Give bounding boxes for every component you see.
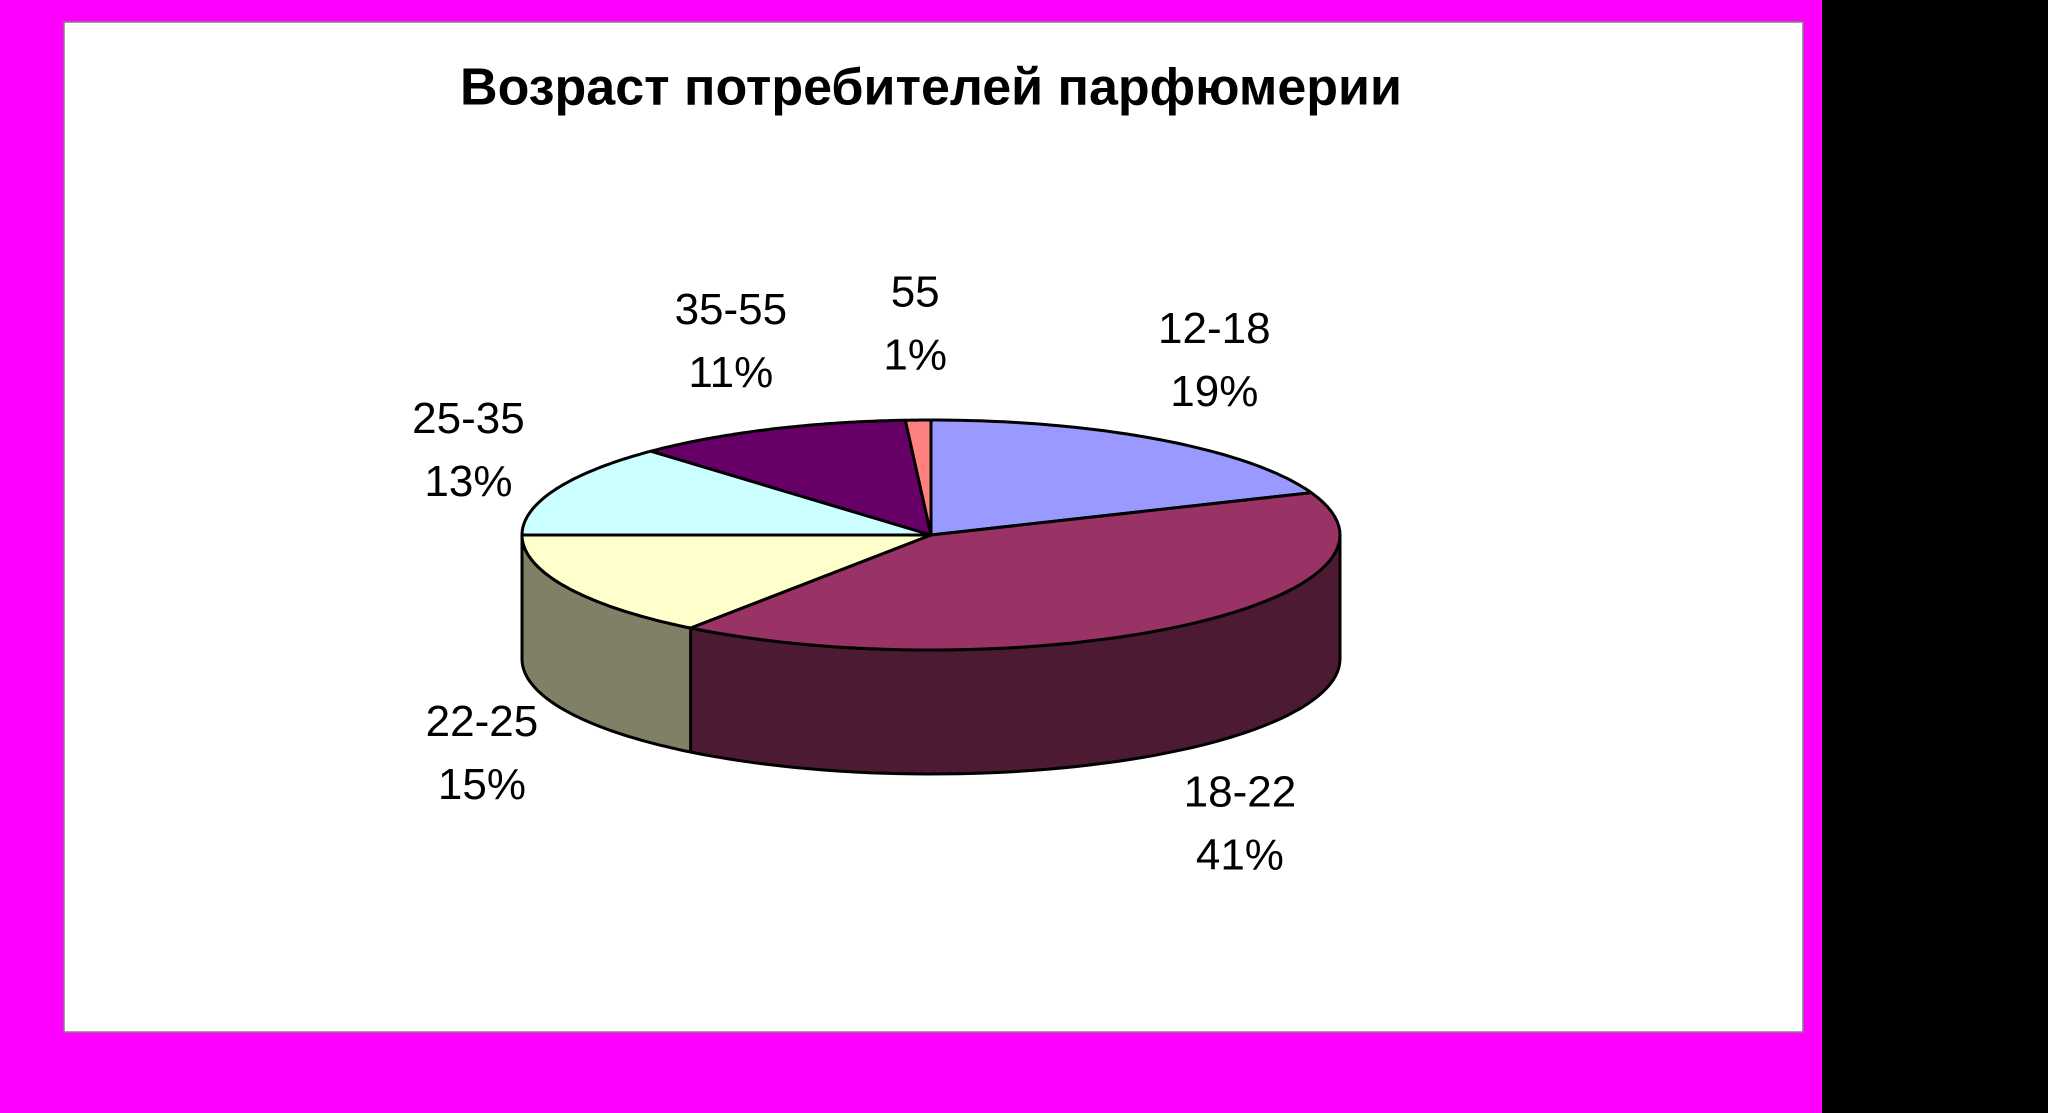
value-label: 19% [1170, 367, 1258, 416]
category-label: 22-25 [426, 697, 539, 746]
chart-title: Возраст потребителей парфюмерии [460, 59, 1402, 117]
category-label: 25-35 [412, 394, 525, 443]
slice [649, 418, 933, 537]
side-band [1822, 0, 2048, 1113]
value-label: 15% [438, 760, 526, 809]
slice [903, 418, 933, 537]
category-label: 18-22 [1184, 768, 1297, 817]
category-label: 35-55 [675, 285, 788, 334]
category-label: 12-18 [1158, 304, 1271, 353]
slice [520, 533, 933, 630]
value-label: 1% [883, 331, 947, 380]
slice [520, 449, 933, 537]
category-label: 55 [891, 268, 940, 317]
value-label: 41% [1196, 831, 1284, 880]
slice [929, 418, 1313, 537]
slice [689, 491, 1342, 652]
value-label: 11% [688, 348, 773, 397]
value-label: 13% [424, 457, 512, 506]
